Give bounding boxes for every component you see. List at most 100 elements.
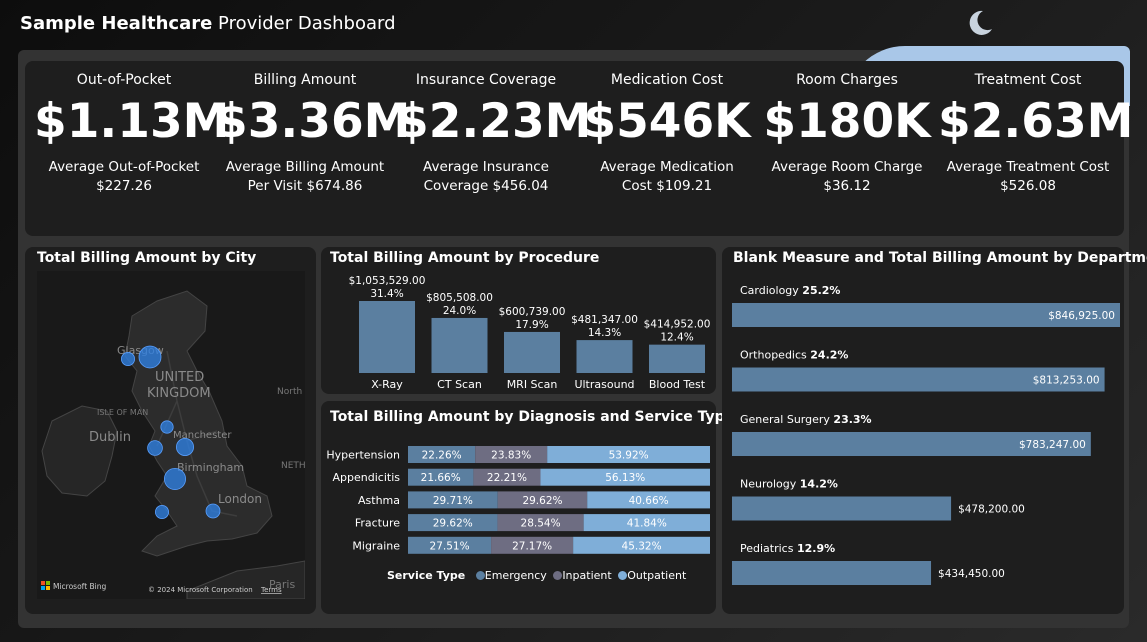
kpi-label: Billing Amount <box>253 72 357 88</box>
kpi-sub-2: Coverage $456.04 <box>423 178 549 194</box>
procedure-bar[interactable] <box>649 344 705 373</box>
map-label-isle-of-man: ISLE OF MAN <box>97 408 148 417</box>
kpi-medication-cost: Medication Cost $546K Average Medication… <box>577 72 757 196</box>
procedure-pct-label: 24.0% <box>443 305 476 317</box>
city-bubbles[interactable]: GlasgowEdinburgh area Liverpool Manchester… <box>121 345 221 519</box>
kpi-out-of-pocket: Out-of-Pocket $1.13M Average Out-of-Pock… <box>34 72 229 196</box>
moon-icon[interactable] <box>963 7 995 39</box>
kpi-value: $2.63M <box>938 94 1134 149</box>
department-value-label: $434,450.00 <box>938 568 1005 580</box>
map-label-birmingham: Birmingham <box>177 461 244 474</box>
diagnosis-segment-label: 29.71% <box>433 495 473 507</box>
procedure-pct-label: 17.9% <box>515 319 548 331</box>
france-shape <box>186 560 305 599</box>
diagnosis-segment-emergency[interactable] <box>408 446 476 463</box>
procedure-title: Total Billing Amount by Procedure <box>330 250 600 266</box>
map-label-dublin: Dublin <box>89 430 131 445</box>
legend-label-outpatient[interactable]: Outpatient <box>627 569 687 582</box>
diagnosis-segment-label: 23.83% <box>491 450 531 462</box>
diagnosis-segment-label: 53.92% <box>609 450 649 462</box>
kpi-sub-2: Cost $109.21 <box>621 178 713 194</box>
procedure-value-label: $414,952.00 <box>644 319 711 331</box>
great-britain-shape <box>124 290 273 557</box>
procedure-bar[interactable] <box>359 301 415 373</box>
diagnosis-segment-label: 22.26% <box>422 450 462 462</box>
diagnosis-segment-label: 40.66% <box>629 495 669 507</box>
department-label: Pediatrics 12.9% <box>740 542 835 555</box>
department-bar[interactable] <box>732 303 1120 327</box>
map-label-country-1: UNITED <box>155 370 204 385</box>
diagnosis-segment-emergency[interactable] <box>408 536 492 554</box>
procedure-pct-label: 31.4% <box>370 288 403 300</box>
city-bubble[interactable]: Leeds <box>160 420 174 434</box>
city-bubble[interactable]: Birmingham <box>164 467 187 490</box>
diagnosis-segment-label: 29.62% <box>522 495 562 507</box>
department-title: Blank Measure and Total Billing Amount b… <box>733 250 1147 266</box>
diagnosis-segment-outpatient[interactable] <box>583 514 710 532</box>
diagnosis-segment-emergency[interactable] <box>408 491 498 509</box>
diagnosis-segment-outpatient[interactable] <box>547 446 710 463</box>
department-bar[interactable] <box>732 432 1091 456</box>
diagnosis-segment-outpatient[interactable] <box>573 536 710 554</box>
kpi-sub-1: Average Room Charge <box>771 159 923 175</box>
department-label: Cardiology 25.2% <box>740 284 840 297</box>
page-title-rest: Provider Dashboard <box>218 13 396 34</box>
diagnosis-segment-inpatient[interactable] <box>497 491 588 509</box>
service-type-legend: Service Type Emergency Inpatient Outpati… <box>387 569 686 582</box>
diagnosis-segment-label: 22.21% <box>487 472 527 484</box>
procedure-bar[interactable] <box>431 317 488 373</box>
city-bubble[interactable]: Glasgow <box>138 345 162 369</box>
kpi-value: $546K <box>583 94 751 149</box>
city-bubble[interactable]: Bristol <box>155 504 170 519</box>
diagnosis-segment-outpatient[interactable] <box>587 491 710 509</box>
kpi-sub-2: Per Visit $674.86 <box>247 178 363 194</box>
diagnosis-segment-emergency[interactable] <box>408 468 474 486</box>
kpi-value: $2.23M <box>396 94 592 149</box>
legend-label-emergency[interactable]: Emergency <box>484 569 547 582</box>
department-value-label: $813,253.00 <box>1033 375 1100 387</box>
diagnosis-segment-label: 21.66% <box>421 472 461 484</box>
diagnosis-category-label: Asthma <box>358 494 400 507</box>
diagnosis-category-label: Appendicitis <box>333 471 401 484</box>
city-bubble[interactable]: Liverpool <box>147 440 163 456</box>
city-bubble[interactable]: Edinburgh area <box>121 352 136 367</box>
department-pct: 25.2% <box>802 284 840 297</box>
department-bar[interactable] <box>732 561 932 585</box>
kpi-sub-2: $526.08 <box>1000 178 1056 194</box>
diagnosis-segment-label: 29.62% <box>433 518 473 530</box>
procedure-category-label: CT Scan <box>437 378 482 391</box>
diagnosis-segment-label: 27.17% <box>512 540 552 552</box>
department-bar[interactable] <box>732 496 952 521</box>
diagnosis-segment-outpatient[interactable] <box>540 468 710 486</box>
diagnosis-segment-emergency[interactable] <box>408 514 498 532</box>
diagnosis-segment-inpatient[interactable] <box>473 468 541 486</box>
kpi-label: Out-of-Pocket <box>76 72 172 88</box>
map-label-north-sea: North S <box>277 387 305 397</box>
diagnosis-category-label: Migraine <box>352 539 400 552</box>
page-title: Sample Healthcare Provider Dashboard <box>20 13 396 34</box>
map-title: Total Billing Amount by City <box>37 250 257 266</box>
kpi-sub-2: $227.26 <box>96 178 152 194</box>
city-bubble[interactable]: Manchester <box>175 437 194 456</box>
department-value-label: $846,925.00 <box>1048 310 1115 322</box>
legend-label-inpatient[interactable]: Inpatient <box>562 569 612 582</box>
diagnosis-segment-label: 27.51% <box>430 540 470 552</box>
diagnosis-segment-inpatient[interactable] <box>497 514 584 532</box>
city-map[interactable]: Glasgow UNITED KINGDOM North S ISLE OF M… <box>37 271 305 599</box>
diagnosis-chart: Hypertension 22.26% 23.83% 53.92% Appendicit… <box>326 446 710 554</box>
procedure-category-label: Blood Test <box>649 378 706 391</box>
diagnosis-segment-inpatient[interactable] <box>491 536 574 554</box>
diagnosis-segment-label: 45.32% <box>622 540 662 552</box>
diagnosis-segment-inpatient[interactable] <box>475 446 548 463</box>
procedure-bar[interactable] <box>576 340 633 373</box>
department-chart: Cardiology 25.2% $846,925.00 Orthopedics 2… <box>732 284 1120 585</box>
kpi-room-charges: Room Charges $180K Average Room Charge $… <box>757 72 937 196</box>
map-terms-link[interactable]: Terms <box>260 586 282 594</box>
city-bubble[interactable]: London <box>205 503 221 519</box>
department-bar[interactable] <box>732 367 1105 392</box>
legend-dot-emergency <box>475 571 485 580</box>
procedure-bar[interactable] <box>504 331 560 373</box>
procedure-value-label: $481,347.00 <box>571 314 638 326</box>
kpi-label: Treatment Cost <box>974 72 1082 88</box>
